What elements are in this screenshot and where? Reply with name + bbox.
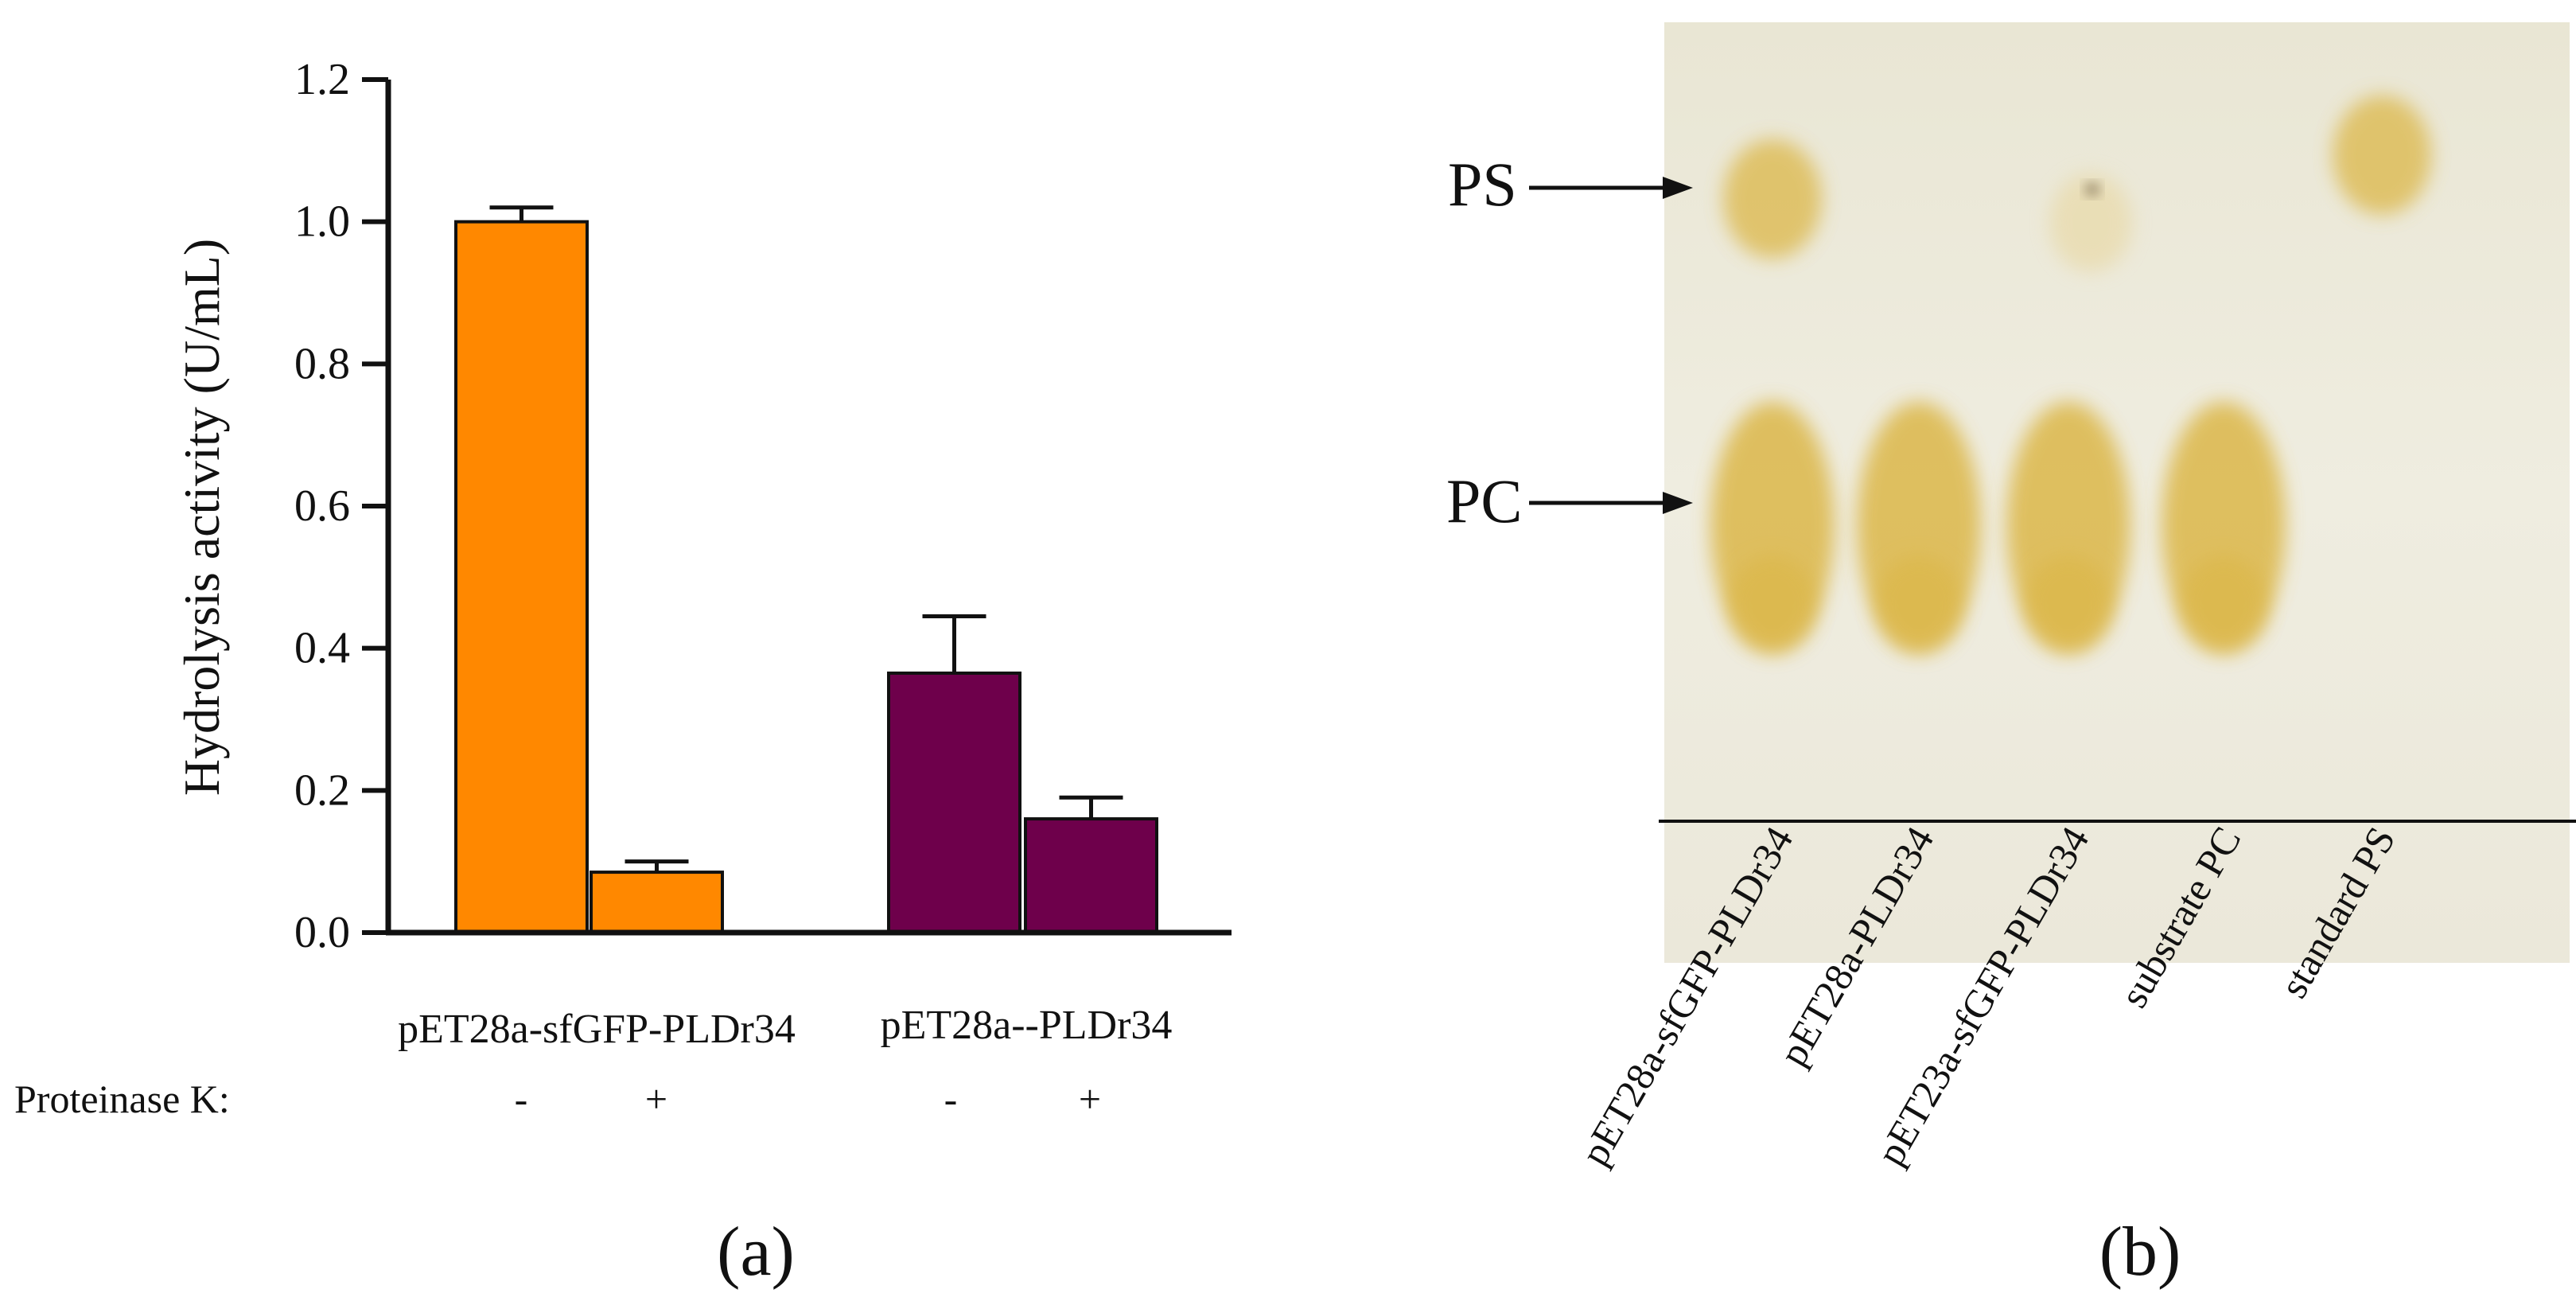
treatment-minus-2: - — [944, 1077, 958, 1121]
ps-marker-label: PS — [1448, 150, 1517, 219]
group-label-1: pET28a-sfGFP-PLDr34 — [398, 1007, 796, 1052]
treatment-plus-1: + — [645, 1077, 667, 1121]
pc-arrow-head — [1663, 492, 1693, 514]
y-tick-label: 0.6 — [294, 481, 350, 531]
treatment-minus-1: - — [515, 1077, 528, 1121]
ps-spot — [2049, 173, 2132, 272]
bar-chart: Hydrolysis activity (U/mL) 0.00.20.40.60… — [14, 55, 1232, 1291]
y-tick-label: 1.0 — [294, 197, 350, 247]
y-axis-ticks: 0.0 0.2 0.4 0.6 0.8 1.0 1.2 — [294, 55, 388, 957]
pc-marker-label: PC — [1446, 466, 1522, 536]
bar-1-minus — [454, 220, 589, 934]
group-label-2: pET28a--PLDr34 — [881, 1003, 1173, 1048]
pc-spot-tail — [2025, 555, 2112, 654]
pc-spot-tail — [1875, 555, 1963, 654]
y-tick-label: 0.8 — [294, 339, 350, 388]
y-tick-label: 1.2 — [294, 55, 350, 104]
tlc-spots — [1710, 95, 2431, 654]
y-tick-label: 0.4 — [294, 624, 350, 673]
y-axis-label: Hydrolysis activity (U/mL) — [173, 239, 230, 796]
tlc-panel: PS PC pET28a-sfGFP-PLDr34pET28a-PLDr34pE… — [1446, 22, 2576, 1291]
panel-a-label: (a) — [717, 1213, 795, 1291]
pc-spot-tail — [2180, 555, 2267, 654]
bar-1-plus — [590, 871, 724, 934]
treatment-plus-2: + — [1079, 1077, 1101, 1121]
pc-spot-tail — [1729, 555, 1816, 654]
panel-b-label: (b) — [2099, 1213, 2181, 1291]
ps-spot — [2333, 95, 2431, 215]
y-tick-label: 0.0 — [294, 908, 350, 957]
dust-speck — [2086, 184, 2099, 195]
y-tick-label: 0.2 — [294, 765, 350, 815]
bars — [454, 205, 1158, 935]
ps-spot — [1723, 139, 1822, 259]
bar-2-plus — [1024, 817, 1158, 934]
bar-2-minus — [887, 671, 1021, 935]
proteinase-k-label: Proteinase K: — [14, 1077, 230, 1121]
ps-arrow-head — [1663, 177, 1693, 199]
